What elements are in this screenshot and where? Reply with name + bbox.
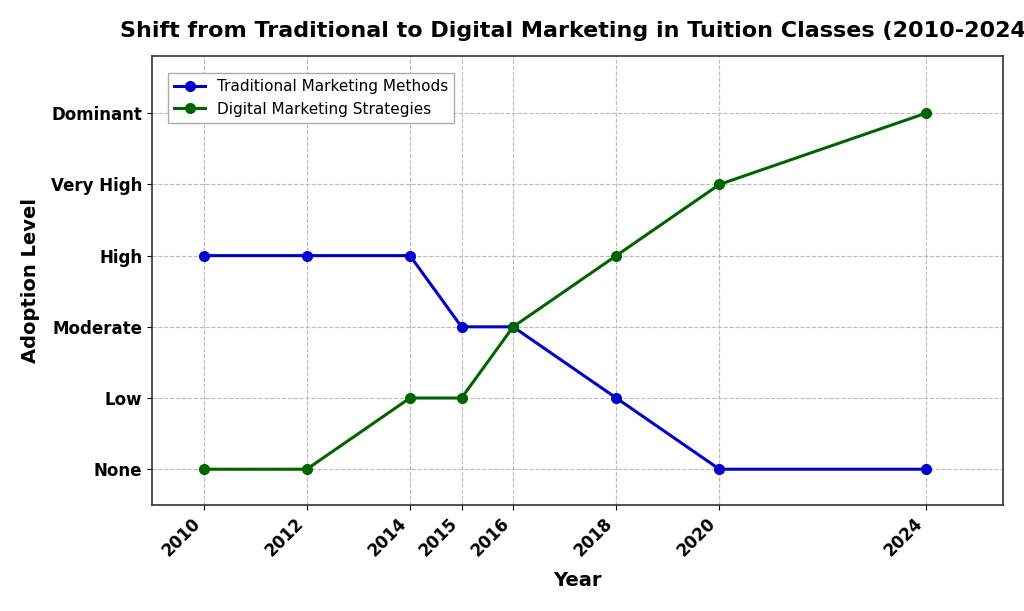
Traditional Marketing Methods bbox=[507, 323, 519, 331]
Digital Marketing Strategies bbox=[403, 394, 416, 401]
X-axis label: Year: Year bbox=[553, 571, 602, 590]
Line: Digital Marketing Strategies: Digital Marketing Strategies bbox=[199, 108, 931, 474]
Traditional Marketing Methods bbox=[456, 323, 468, 331]
Digital Marketing Strategies bbox=[507, 323, 519, 331]
Line: Traditional Marketing Methods: Traditional Marketing Methods bbox=[199, 251, 931, 474]
Digital Marketing Strategies bbox=[301, 466, 313, 473]
Title: Shift from Traditional to Digital Marketing in Tuition Classes (2010-2024): Shift from Traditional to Digital Market… bbox=[120, 21, 1024, 41]
Traditional Marketing Methods bbox=[301, 252, 313, 259]
Traditional Marketing Methods bbox=[920, 466, 932, 473]
Digital Marketing Strategies bbox=[456, 394, 468, 401]
Digital Marketing Strategies bbox=[198, 466, 210, 473]
Digital Marketing Strategies bbox=[920, 109, 932, 117]
Traditional Marketing Methods bbox=[403, 252, 416, 259]
Legend: Traditional Marketing Methods, Digital Marketing Strategies: Traditional Marketing Methods, Digital M… bbox=[168, 73, 455, 123]
Digital Marketing Strategies bbox=[610, 252, 623, 259]
Digital Marketing Strategies bbox=[714, 181, 726, 188]
Y-axis label: Adoption Level: Adoption Level bbox=[20, 198, 40, 363]
Traditional Marketing Methods bbox=[198, 252, 210, 259]
Traditional Marketing Methods bbox=[714, 466, 726, 473]
Traditional Marketing Methods bbox=[610, 394, 623, 401]
